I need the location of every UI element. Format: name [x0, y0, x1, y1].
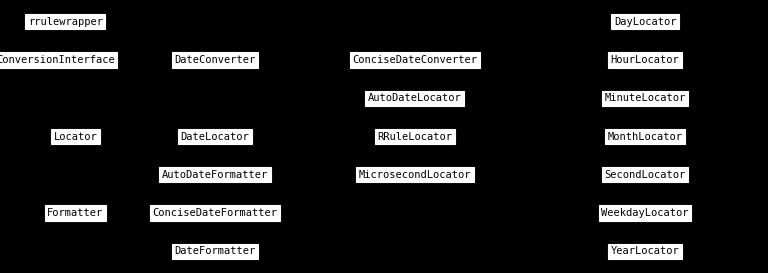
- Text: MinuteLocator: MinuteLocator: [604, 93, 686, 103]
- Text: AutoDateLocator: AutoDateLocator: [368, 93, 462, 103]
- Text: Locator: Locator: [54, 132, 97, 141]
- Text: SecondLocator: SecondLocator: [604, 170, 686, 180]
- Text: DayLocator: DayLocator: [614, 17, 677, 27]
- Text: DateLocator: DateLocator: [180, 132, 250, 141]
- Text: ConversionInterface: ConversionInterface: [0, 55, 114, 65]
- Text: DateFormatter: DateFormatter: [174, 246, 256, 256]
- Text: Formatter: Formatter: [47, 208, 104, 218]
- Text: MicrosecondLocator: MicrosecondLocator: [359, 170, 471, 180]
- Text: ConciseDateFormatter: ConciseDateFormatter: [153, 208, 277, 218]
- Text: WeekdayLocator: WeekdayLocator: [601, 208, 689, 218]
- Text: YearLocator: YearLocator: [611, 246, 680, 256]
- Text: ConciseDateConverter: ConciseDateConverter: [353, 55, 477, 65]
- Text: MonthLocator: MonthLocator: [607, 132, 683, 141]
- Text: rrulewrapper: rrulewrapper: [28, 17, 103, 27]
- Text: HourLocator: HourLocator: [611, 55, 680, 65]
- Text: AutoDateFormatter: AutoDateFormatter: [162, 170, 268, 180]
- Text: DateConverter: DateConverter: [174, 55, 256, 65]
- Text: RRuleLocator: RRuleLocator: [377, 132, 452, 141]
